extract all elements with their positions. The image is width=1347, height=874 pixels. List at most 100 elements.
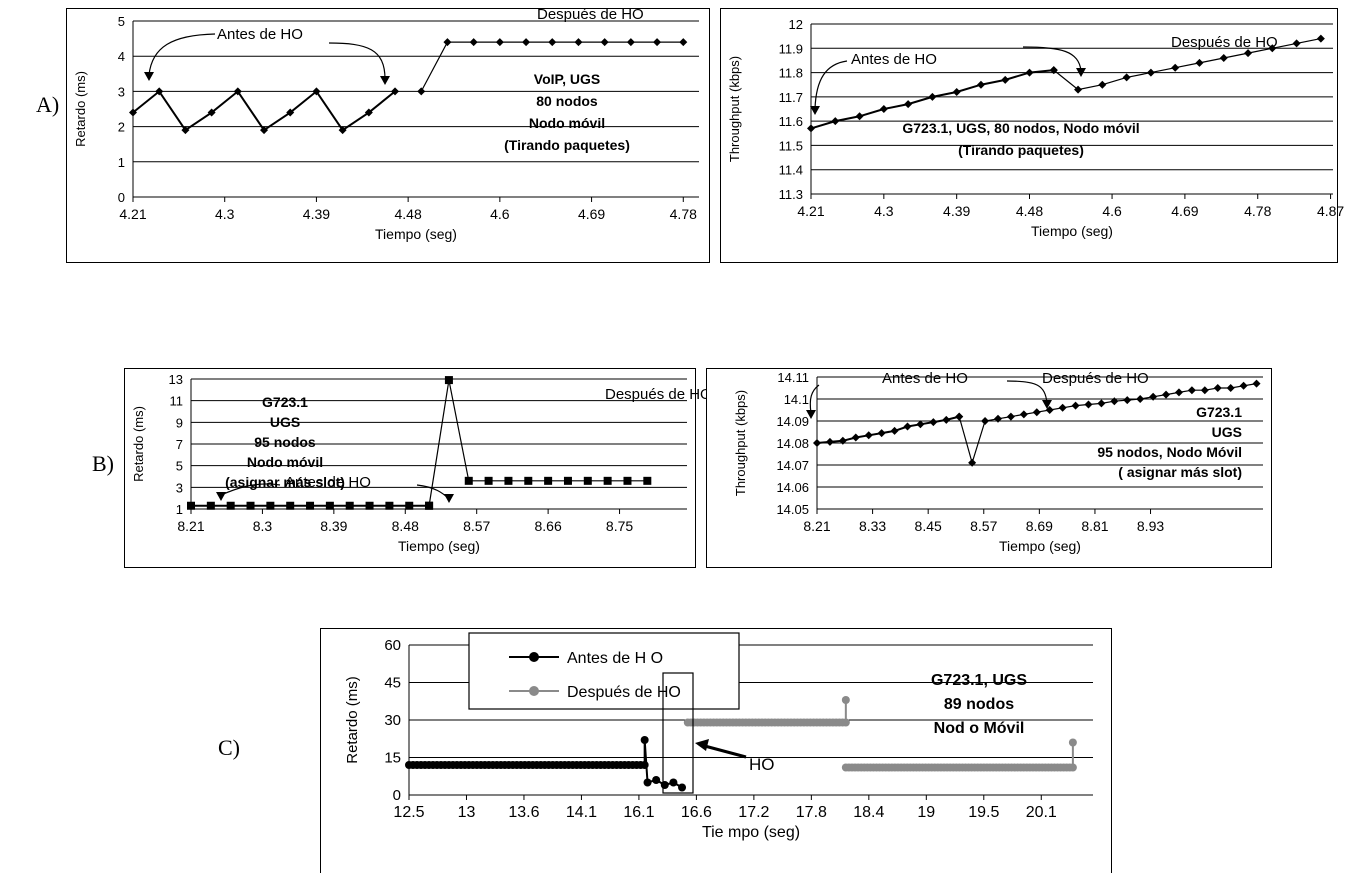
annotation-arrow <box>1006 380 1048 404</box>
x-tick-label: 8.33 <box>859 518 886 534</box>
data-point <box>841 718 850 727</box>
data-point <box>855 112 864 121</box>
chart-note: Nodo móvil <box>247 454 323 470</box>
data-point <box>916 420 925 429</box>
chart-b-throughput: 14.05 14.06 14.07 14.08 14.09 14.1 14.11 8.21 8.… <box>706 368 1272 568</box>
x-tick-label: 4.39 <box>303 206 330 222</box>
chart-c-delay: 0 15 30 45 60 12.5 13 13.6 14.1 16.1 16.6 17.2 17.8 1… <box>320 628 1112 873</box>
annotation-arrowhead <box>144 72 154 81</box>
y-tick-label: 11.4 <box>779 163 803 178</box>
data-point <box>643 476 652 485</box>
data-point <box>544 476 553 485</box>
data-point <box>981 417 990 425</box>
x-tick-label: 4.3 <box>215 206 235 222</box>
data-point <box>312 87 321 96</box>
x-tick-label: 13 <box>458 804 476 821</box>
data-point <box>928 92 937 101</box>
data-point <box>879 105 888 113</box>
x-tick-label: 4.78 <box>670 206 697 222</box>
chart-note: G723.1, UGS <box>931 672 1027 689</box>
data-point <box>976 80 985 89</box>
x-axis-title: Tiempo (seg) <box>1031 223 1113 239</box>
x-tick-label: 14.1 <box>566 804 597 821</box>
data-point <box>207 108 216 117</box>
data-point <box>524 476 533 485</box>
y-tick-label: 11.3 <box>779 187 803 202</box>
annotation: Después de HO <box>537 6 644 23</box>
annotation-arrowhead <box>1042 400 1052 409</box>
data-point <box>841 696 850 704</box>
y-tick-label: 0 <box>118 190 125 205</box>
annotation-arrowhead <box>810 106 820 115</box>
data-point <box>669 778 678 787</box>
y-tick-label: 1 <box>176 502 183 517</box>
y-tick-label: 11 <box>170 394 184 409</box>
x-tick-label: 4.78 <box>1244 203 1271 219</box>
x-tick-label: 8.69 <box>1026 518 1053 534</box>
data-point <box>1226 384 1235 392</box>
x-tick-label: 4.6 <box>1102 203 1122 219</box>
y-tick-label: 11.9 <box>779 41 803 56</box>
y-tick-label: 0 <box>393 787 401 804</box>
chart-note: Nodo móvil <box>529 115 605 131</box>
x-tick-label: 4.3 <box>874 203 894 219</box>
x-axis-title: Tiempo (seg) <box>375 226 457 242</box>
x-tick-label: 4.21 <box>119 206 146 222</box>
chart-note: (Tirando paquetes) <box>958 142 1084 158</box>
data-point <box>583 476 592 485</box>
x-tick-label: 4.48 <box>395 206 422 222</box>
x-tick-label: 17.8 <box>796 804 827 821</box>
data-point <box>1071 401 1080 410</box>
y-tick-label: 14.09 <box>776 414 809 429</box>
chart-note: 89 nodos <box>944 696 1014 713</box>
chart-b-throughput-svg: 14.05 14.06 14.07 14.08 14.09 14.1 14.11 8.21 8.… <box>733 370 1263 554</box>
chart-a-delay: 0123454.214.34.394.484.64.694.784.87Tiem… <box>66 6 789 263</box>
x-tick-label: 4.69 <box>1171 203 1198 219</box>
data-point <box>825 437 834 446</box>
data-point <box>955 412 964 421</box>
data-point <box>851 433 860 442</box>
annotation-arrowhead <box>380 76 390 85</box>
data-point <box>206 501 215 510</box>
data-point <box>484 476 493 485</box>
x-tick-label: 19.5 <box>968 804 999 821</box>
annotation: Antes de HO <box>882 370 968 387</box>
row-label-a: A) <box>36 92 60 117</box>
data-point <box>626 38 635 47</box>
chart-note: 80 nodos <box>536 93 598 109</box>
data-point <box>522 38 531 47</box>
y-tick-label: 11.8 <box>779 66 803 81</box>
x-tick-label: 8.66 <box>534 518 561 534</box>
x-tick-label: 18.4 <box>853 804 884 821</box>
x-tick-label: 16.6 <box>681 804 712 821</box>
x-tick-label: 4.87 <box>1317 203 1344 219</box>
data-point <box>1001 75 1010 84</box>
x-axis-title: Tiempo (seg) <box>398 538 480 554</box>
data-point <box>1136 395 1145 403</box>
data-point <box>640 761 649 769</box>
data-point <box>1219 54 1228 62</box>
chart-note: (asignar más slot) <box>225 474 345 490</box>
chart-note: G723.1 <box>1196 404 1242 420</box>
data-point <box>155 87 164 96</box>
data-point <box>807 124 815 133</box>
data-point <box>1162 390 1171 399</box>
x-tick-label: 4.21 <box>797 203 824 219</box>
data-point <box>1187 386 1196 395</box>
data-point <box>345 501 354 510</box>
annotation: Después de HO <box>1171 34 1278 51</box>
annotation-arrowhead <box>444 494 454 503</box>
chart-note: G723.1, UGS, 80 nodos, Nodo móvil <box>902 120 1139 136</box>
y-axis-title: Retardo (ms) <box>73 71 88 147</box>
x-tick-label: 8.39 <box>320 518 347 534</box>
data-point <box>1068 763 1077 772</box>
data-point <box>266 501 275 510</box>
data-point <box>1049 66 1058 75</box>
data-point <box>504 476 513 485</box>
data-point <box>364 108 373 117</box>
chart-c-delay-svg: 0 15 30 45 60 12.5 13 13.6 14.1 16.1 16.6 17.2 17.8 1… <box>344 632 1093 841</box>
data-point <box>443 38 452 47</box>
annotation-arrow <box>1022 46 1082 72</box>
annotation: Antes de HO <box>217 26 303 43</box>
